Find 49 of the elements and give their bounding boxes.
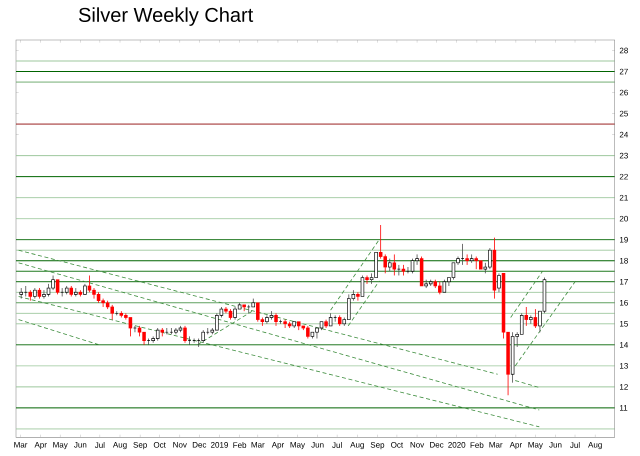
x-tick-label: Jun — [549, 442, 562, 448]
y-tick-label: 24 — [620, 132, 628, 138]
y-tick-label: 16 — [620, 300, 628, 306]
y-tick-label: 22 — [620, 174, 628, 180]
y-tick-label: 11 — [620, 405, 628, 411]
x-tick-label: Aug — [350, 442, 364, 450]
y-tick-label: 17 — [620, 279, 628, 285]
chart-title: Silver Weekly Chart — [78, 7, 254, 26]
y-tick-label: 25 — [620, 110, 628, 116]
y-tick-label: 28 — [620, 48, 628, 54]
y-tick-label: 15 — [620, 321, 628, 327]
x-tick-label: 2020 — [448, 442, 466, 448]
x-tick-label: Dec — [192, 442, 206, 448]
y-tick-label: 14 — [620, 342, 628, 348]
y-tick-label: 18 — [620, 258, 628, 264]
y-tick-label: 12 — [620, 384, 628, 390]
x-tick-label: Apr — [34, 442, 47, 450]
x-tick-label: Jun — [311, 442, 324, 448]
x-tick-label: Jul — [94, 442, 104, 448]
x-tick-label: May — [528, 442, 543, 450]
x-tick-label: Jul — [332, 442, 342, 448]
x-tick-label: Nov — [173, 442, 187, 448]
x-tick-label: 2019 — [210, 442, 228, 448]
x-tick-label: Oct — [391, 442, 404, 448]
y-tick-label: 23 — [620, 152, 628, 158]
x-tick-label: Feb — [470, 442, 484, 448]
x-tick-label: Jun — [74, 442, 86, 448]
x-tick-label: Feb — [233, 442, 246, 448]
x-tick-label: May — [53, 442, 68, 450]
x-tick-label: Apr — [510, 442, 522, 450]
y-tick-label: 26 — [620, 90, 628, 96]
x-tick-label: Dec — [430, 442, 444, 448]
x-tick-label: Jul — [570, 442, 580, 448]
x-tick-label: Nov — [410, 442, 424, 448]
x-tick-label: Apr — [272, 442, 284, 450]
x-tick-label: Mar — [252, 442, 265, 448]
x-tick-label: Mar — [489, 442, 502, 448]
x-tick-label: Sep — [133, 442, 147, 450]
y-tick-label: 27 — [620, 68, 628, 74]
y-tick-label: 20 — [620, 216, 628, 222]
y-tick-label: 13 — [620, 363, 628, 369]
x-tick-label: Sep — [370, 442, 384, 450]
x-tick-label: Aug — [112, 442, 127, 450]
x-tick-label: May — [290, 442, 306, 450]
x-tick-label: Oct — [154, 442, 166, 448]
x-tick-label: Aug — [588, 442, 602, 450]
y-tick-label: 21 — [620, 194, 628, 200]
x-tick-label: Mar — [14, 442, 28, 448]
y-tick-label: 19 — [620, 236, 628, 243]
